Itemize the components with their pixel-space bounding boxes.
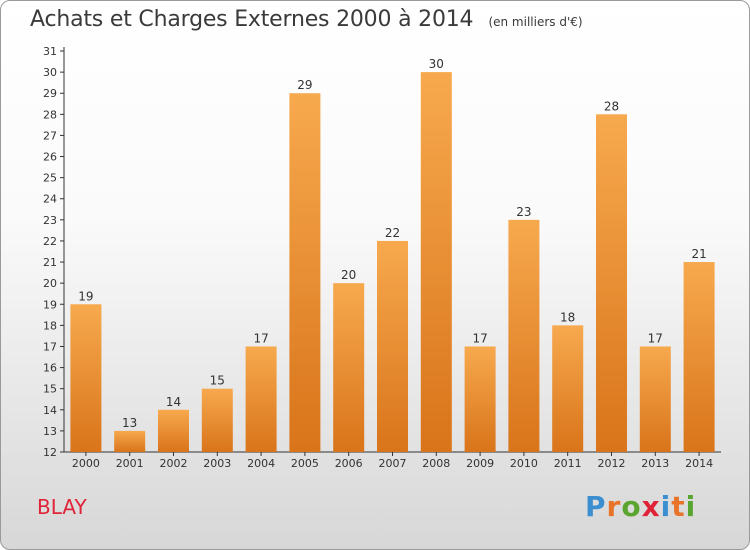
x-tick-label: 2006 — [335, 457, 363, 470]
x-tick-label: 2010 — [510, 457, 538, 470]
bar-value-label: 17 — [648, 331, 663, 345]
logo-letter: r — [606, 490, 622, 523]
y-tick-label: 31 — [43, 45, 57, 58]
bar — [158, 409, 189, 452]
x-tick-label: 2011 — [554, 457, 582, 470]
bar — [245, 346, 277, 452]
y-tick-label: 21 — [43, 256, 57, 269]
y-tick-label: 25 — [43, 172, 57, 185]
bar-value-label: 22 — [385, 226, 400, 240]
x-tick-label: 2004 — [247, 457, 275, 470]
bar-value-label: 21 — [691, 247, 706, 261]
bar — [464, 346, 496, 452]
logo-letter: t — [671, 490, 686, 523]
y-tick-label: 26 — [43, 151, 57, 164]
logo-letter: o — [621, 490, 642, 523]
x-tick-label: 2001 — [116, 457, 144, 470]
logo-letter: P — [585, 490, 607, 523]
y-tick-label: 13 — [43, 425, 57, 438]
y-tick-label: 20 — [43, 277, 57, 290]
bar-value-label: 29 — [297, 78, 312, 92]
bar-value-label: 14 — [166, 395, 181, 409]
bars: 19 13 14 15 17 29 20 22 30 17 23 18 28 17 21 — [70, 57, 715, 453]
y-tick-label: 12 — [43, 446, 57, 459]
bar-value-label: 15 — [210, 374, 225, 388]
bar-value-label: 20 — [341, 268, 356, 282]
proxiti-logo: Proxiti — [585, 490, 696, 523]
bar-value-label: 19 — [78, 289, 93, 303]
logo-letter: i — [660, 490, 672, 523]
bar-value-label: 17 — [253, 331, 268, 345]
y-tick-label: 27 — [43, 129, 57, 142]
bar — [552, 325, 584, 452]
bar — [114, 430, 146, 452]
bar-value-label: 18 — [560, 310, 575, 324]
y-tick-label: 23 — [43, 214, 57, 227]
bar — [333, 283, 365, 452]
logo-letter: x — [641, 490, 661, 523]
x-tick-label: 2007 — [379, 457, 407, 470]
axes: 12 13 14 15 16 17 18 19 20 21 22 23 24 25 26 27 28 29 30 31… — [43, 45, 721, 470]
bar — [289, 93, 321, 453]
commune-name: BLAY — [37, 495, 87, 519]
y-tick-label: 28 — [43, 108, 57, 121]
x-tick-label: 2013 — [641, 457, 669, 470]
bar — [377, 240, 408, 452]
bar-value-label: 17 — [472, 331, 487, 345]
bar-value-label: 23 — [516, 205, 531, 219]
y-tick-label: 14 — [43, 404, 57, 417]
x-tick-label: 2012 — [598, 457, 626, 470]
x-tick-label: 2005 — [291, 457, 319, 470]
bar — [596, 114, 627, 452]
logo-letter: i — [685, 490, 697, 523]
x-tick-label: 2003 — [203, 457, 231, 470]
y-tick-label: 18 — [43, 319, 57, 332]
x-tick-label: 2014 — [685, 457, 713, 470]
bar-value-label: 13 — [122, 416, 137, 430]
bar-value-label: 28 — [604, 99, 619, 113]
bar — [683, 262, 715, 452]
y-tick-label: 22 — [43, 235, 57, 248]
y-tick-label: 16 — [43, 362, 57, 375]
bar — [420, 72, 452, 453]
chart-unit: (en milliers d'€) — [488, 15, 583, 29]
y-tick-label: 29 — [43, 87, 57, 100]
x-tick-label: 2002 — [160, 457, 188, 470]
y-tick-label: 15 — [43, 383, 57, 396]
bar — [70, 304, 102, 452]
y-tick-label: 19 — [43, 298, 57, 311]
bar — [639, 346, 671, 452]
y-tick-label: 17 — [43, 340, 57, 353]
y-tick-label: 30 — [43, 66, 57, 79]
bar — [201, 388, 233, 452]
x-tick-label: 2008 — [422, 457, 450, 470]
bar — [508, 219, 540, 452]
x-tick-label: 2000 — [72, 457, 100, 470]
title-row: Achats et Charges Externes 2000 à 2014 (… — [30, 7, 583, 32]
x-tick-label: 2009 — [466, 457, 494, 470]
y-tick-label: 24 — [43, 193, 57, 206]
bar-value-label: 30 — [429, 57, 444, 71]
chart-title: Achats et Charges Externes 2000 à 2014 — [30, 7, 474, 32]
